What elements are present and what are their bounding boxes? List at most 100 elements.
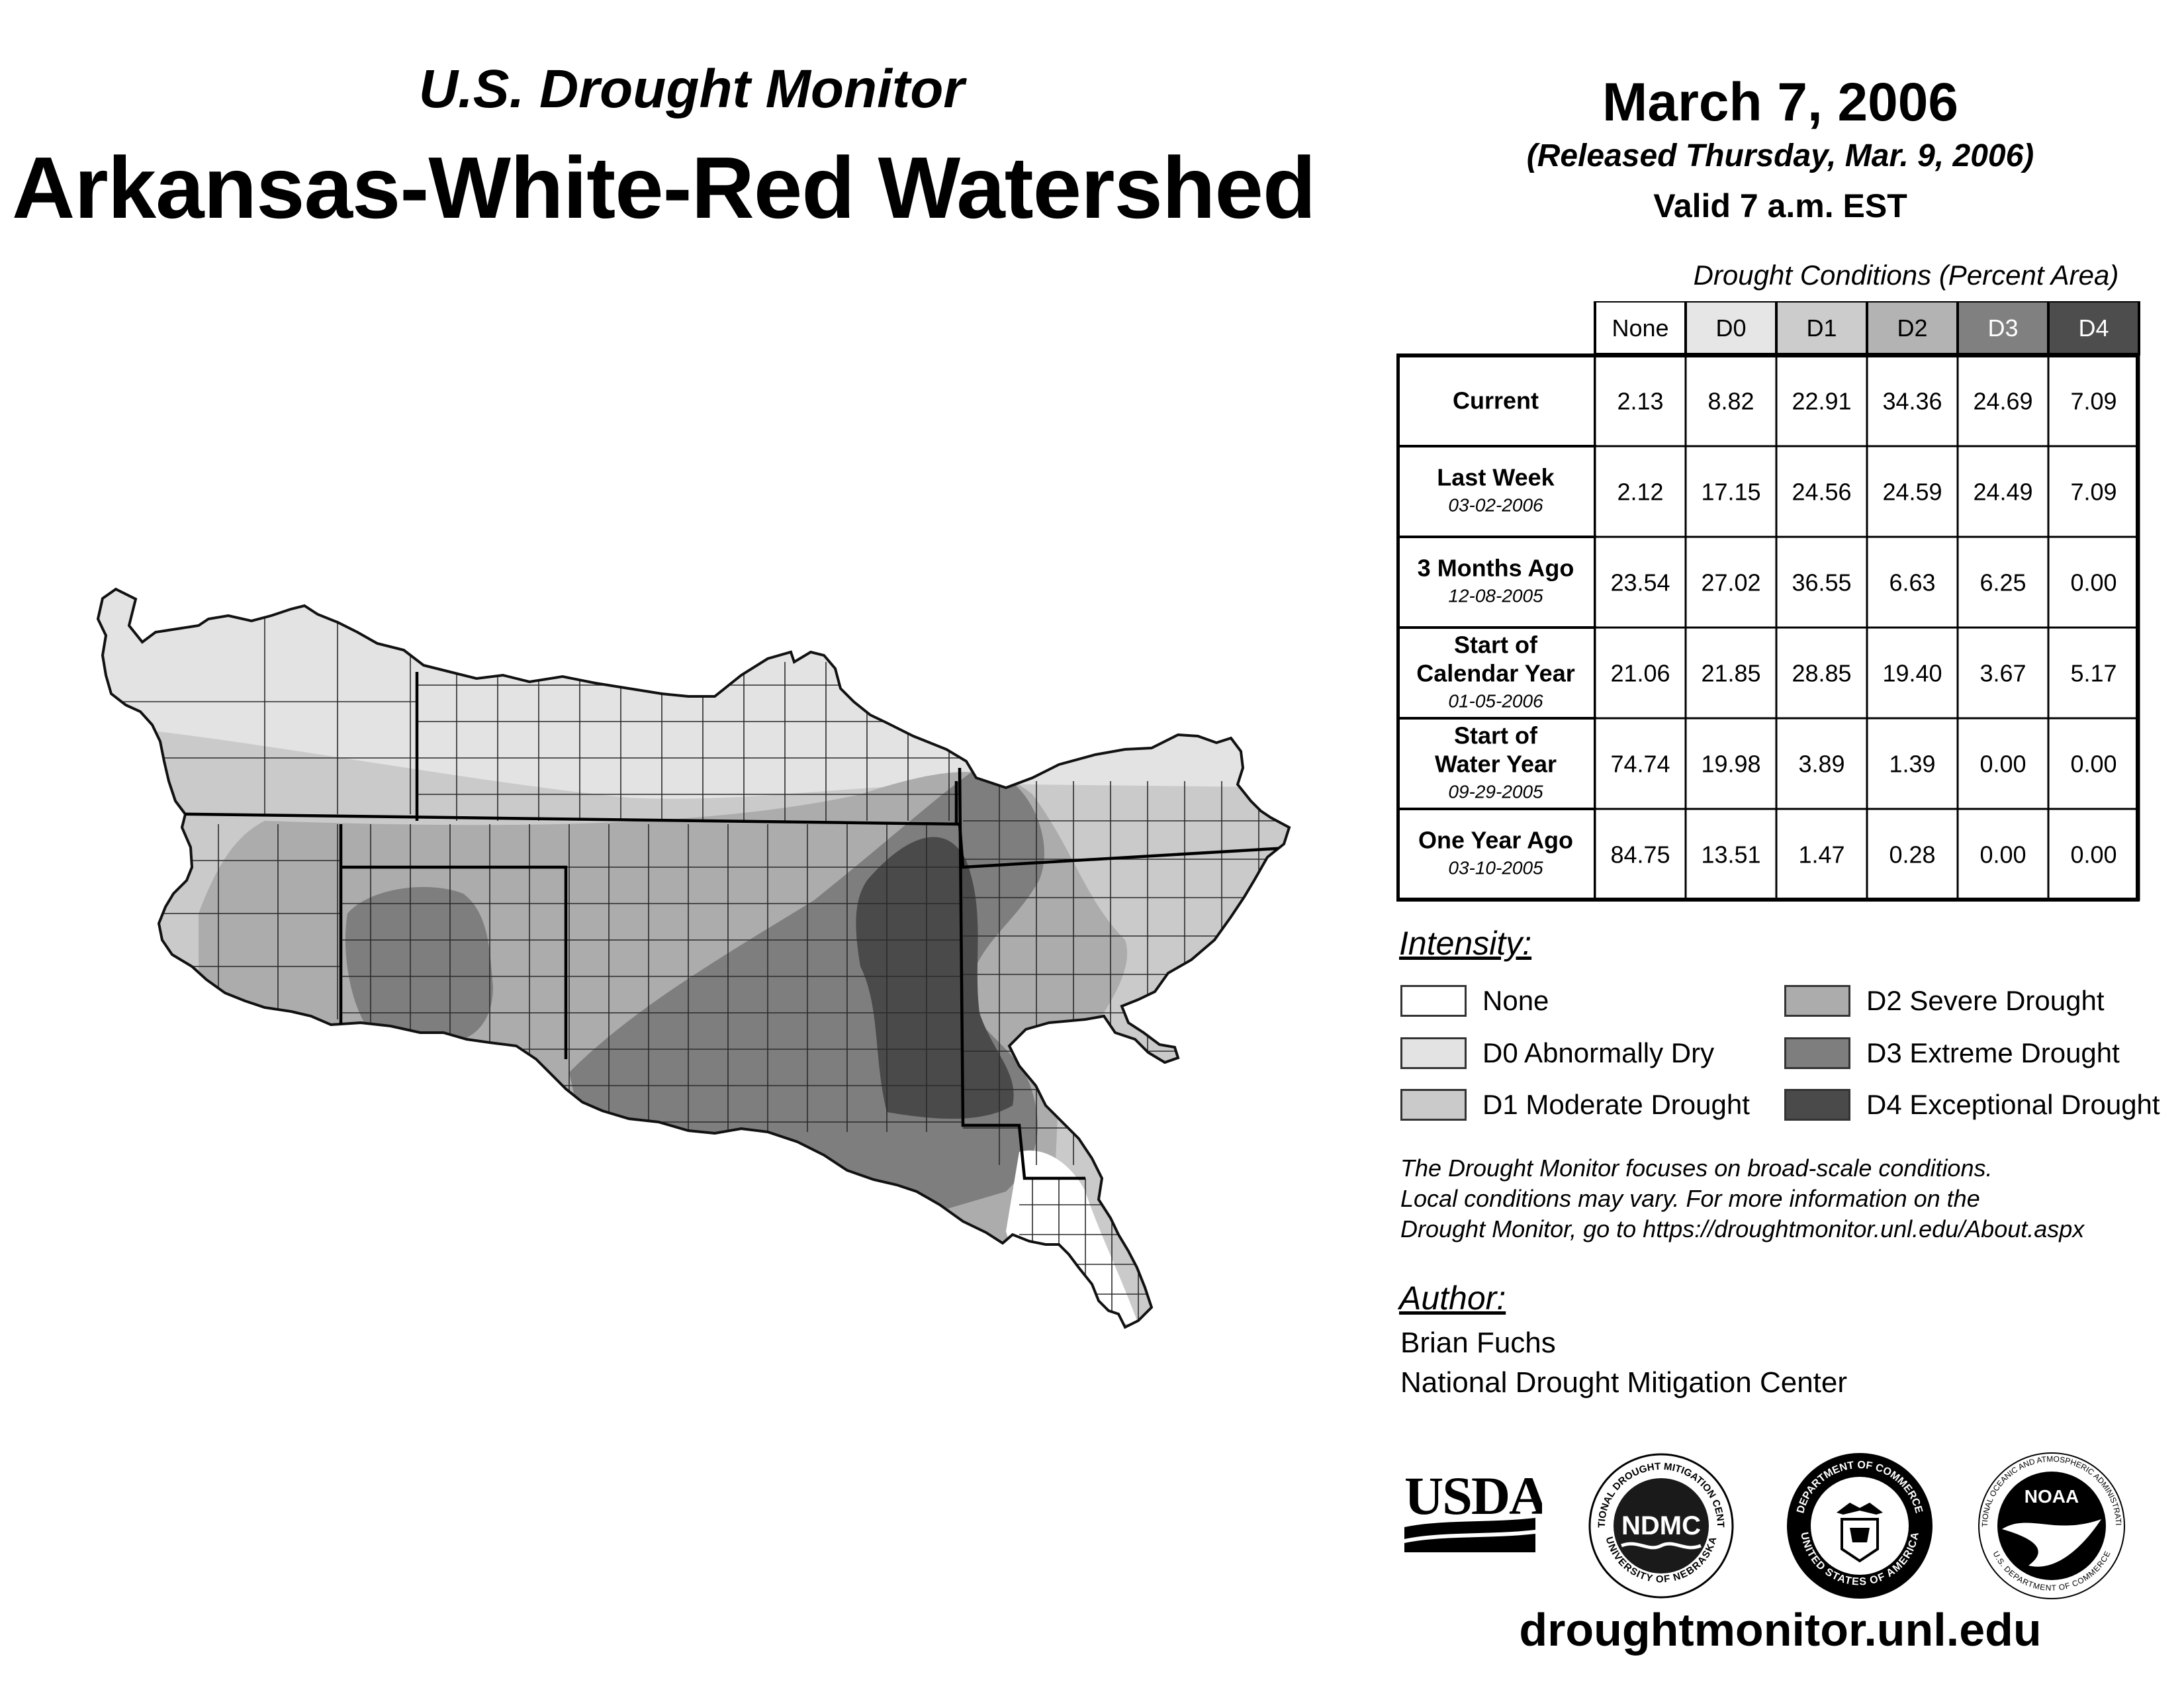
- watershed-map: [96, 587, 1291, 1329]
- table-cell-value: 8.82: [1707, 388, 1754, 415]
- table-column-header: D1: [1806, 314, 1837, 342]
- table-cell-value: 0.00: [2070, 569, 2116, 596]
- release-date: (Released Thursday, Mar. 9, 2006): [1526, 138, 2034, 173]
- table-cell-value: 0.00: [1979, 841, 2026, 868]
- table-cell-value: 0.00: [2070, 751, 2116, 778]
- table-cell-value: 23.54: [1610, 569, 1670, 596]
- table-column-header: D4: [2078, 314, 2109, 342]
- table-cell: [1594, 626, 1687, 720]
- table-cell-value: 22.91: [1792, 388, 1851, 415]
- map-subtitle: U.S. Drought Monitor: [418, 59, 965, 119]
- watershed-outline: [96, 587, 1291, 1329]
- table-cell: [1775, 626, 1868, 720]
- table-cell-value: 36.55: [1792, 569, 1851, 596]
- table-row-label-cell: [1396, 717, 1596, 810]
- table-row-label: One Year Ago: [1418, 827, 1573, 854]
- table-cell-value: 7.09: [2070, 388, 2116, 415]
- table-row-label: Last Week: [1437, 464, 1555, 491]
- table-row-label-cell: [1396, 354, 1596, 447]
- usda-logo-stripe: [1404, 1518, 1535, 1539]
- map-date: March 7, 2006: [1602, 72, 1958, 132]
- table-cell: [1684, 354, 1778, 447]
- author-heading: Author:: [1399, 1280, 1506, 1317]
- table-cell-value: 84.75: [1610, 841, 1670, 868]
- state-boundaries: [98, 672, 1289, 1180]
- table-cell-value: 21.85: [1701, 660, 1760, 687]
- legend-item-d0: D0 Abnormally Dry: [1400, 1036, 1714, 1070]
- table-row-date: 03-02-2006: [1448, 495, 1543, 516]
- drought-area-d3-west: [345, 887, 493, 1043]
- table-cell: [1684, 717, 1778, 810]
- noaa-logo-text: NOAA: [2025, 1486, 2079, 1507]
- table-cell: [1866, 808, 1959, 901]
- table-row-date: 01-05-2006: [1448, 691, 1543, 712]
- map-title: Arkansas-White-Red Watershed: [12, 139, 1316, 236]
- usda-logo-text: USDA: [1404, 1466, 1542, 1526]
- table-cell-value: 13.51: [1701, 841, 1760, 868]
- table-cell: [1684, 626, 1778, 720]
- legend-item-d4: D4 Exceptional Drought: [1784, 1088, 2160, 1122]
- table-header-cell: [1775, 301, 1868, 355]
- legend-label-d2: D2 Severe Drought: [1866, 985, 2105, 1016]
- legend-swatch-d3: [1784, 1037, 1850, 1069]
- legend-item-none: None: [1400, 984, 1549, 1018]
- table-cell: [1956, 626, 2050, 720]
- state-line-tx-panhandle: [341, 865, 568, 1059]
- table-row-label-cell: [1396, 536, 1596, 629]
- legend-label-d1: D1 Moderate Drought: [1482, 1089, 1750, 1120]
- state-line-ok-ar: [958, 767, 1085, 1180]
- table-cell: [1956, 717, 2050, 810]
- table-cell: [1594, 445, 1687, 538]
- table-cell-value: 24.69: [1973, 388, 2032, 415]
- legend-swatch-d2: [1784, 985, 1850, 1017]
- website-url[interactable]: droughtmonitor.unl.edu: [1519, 1604, 2042, 1656]
- table-column-header: D3: [1987, 314, 2018, 342]
- intensity-heading: Intensity:: [1399, 925, 1532, 962]
- table-row-label: 3 Months Ago: [1418, 555, 1574, 582]
- legend-swatch-d4: [1784, 1089, 1850, 1121]
- table-row-label: Calendar Year: [1416, 660, 1574, 687]
- table-cell: [1594, 808, 1687, 901]
- table-row-date: 09-29-2005: [1448, 782, 1543, 802]
- table-column-header: None: [1612, 314, 1668, 342]
- table-caption: Drought Conditions (Percent Area): [1693, 259, 2119, 291]
- legend-label-d3: D3 Extreme Drought: [1866, 1037, 2120, 1068]
- table-row-label: Start of: [1454, 722, 1538, 749]
- table-cell: [1775, 445, 1868, 538]
- ndmc-disc: [1614, 1478, 1709, 1573]
- drought-conditions-table: None D0 D1 D2 D3 D4 Current 2.13 8.82 22.91 34.36…: [1396, 301, 2140, 902]
- table-row-label: Water Year: [1435, 751, 1557, 778]
- noaa-bird-icon: [2002, 1519, 2101, 1567]
- legend-swatch-none: [1400, 985, 1467, 1017]
- table-cell-value: 21.06: [1610, 660, 1670, 687]
- table-cell-value: 6.63: [1889, 569, 1935, 596]
- disclaimer-line: The Drought Monitor focuses on broad-sca…: [1400, 1154, 1993, 1182]
- disclaimer-text: The Drought Monitor focuses on broad-sca…: [1400, 1153, 2161, 1244]
- table-cell-value: 24.56: [1792, 479, 1851, 506]
- table-cell-value: 19.40: [1882, 660, 1942, 687]
- legend-item-d3: D3 Extreme Drought: [1784, 1036, 2120, 1070]
- valid-time: Valid 7 a.m. EST: [1653, 187, 1907, 224]
- legend-swatch-d0: [1400, 1037, 1467, 1069]
- table-cell: [1684, 808, 1778, 901]
- table-cell-value: 0.00: [1979, 751, 2026, 778]
- usda-logo: USDA: [1404, 1466, 1542, 1552]
- table-cell-value: 0.00: [2070, 841, 2116, 868]
- table-row-label: Start of: [1454, 632, 1538, 659]
- table-cell: [1594, 354, 1687, 447]
- table-cell: [1956, 808, 2050, 901]
- table-cell: [1775, 354, 1868, 447]
- table-cell-value: 1.39: [1889, 751, 1935, 778]
- table-cell-value: 6.25: [1979, 569, 2026, 596]
- legend-item-d2: D2 Severe Drought: [1784, 984, 2105, 1018]
- disclaimer-line: Drought Monitor, go to https://droughtmo…: [1400, 1215, 2085, 1243]
- noaa-logo: NATIONAL OCEANIC AND ATMOSPHERIC ADMINIS…: [1976, 1450, 2125, 1599]
- table-cell: [1775, 717, 1868, 810]
- usda-logo-field: [1404, 1534, 1535, 1552]
- table-cell-value: 3.67: [1979, 660, 2026, 687]
- table-cell-value: 24.59: [1882, 479, 1942, 506]
- table-row-label-cell: [1396, 626, 1596, 720]
- eagle-icon: [1837, 1503, 1883, 1515]
- table-cell-value: 5.17: [2070, 660, 2116, 687]
- author-name: Brian Fuchs: [1400, 1327, 1556, 1359]
